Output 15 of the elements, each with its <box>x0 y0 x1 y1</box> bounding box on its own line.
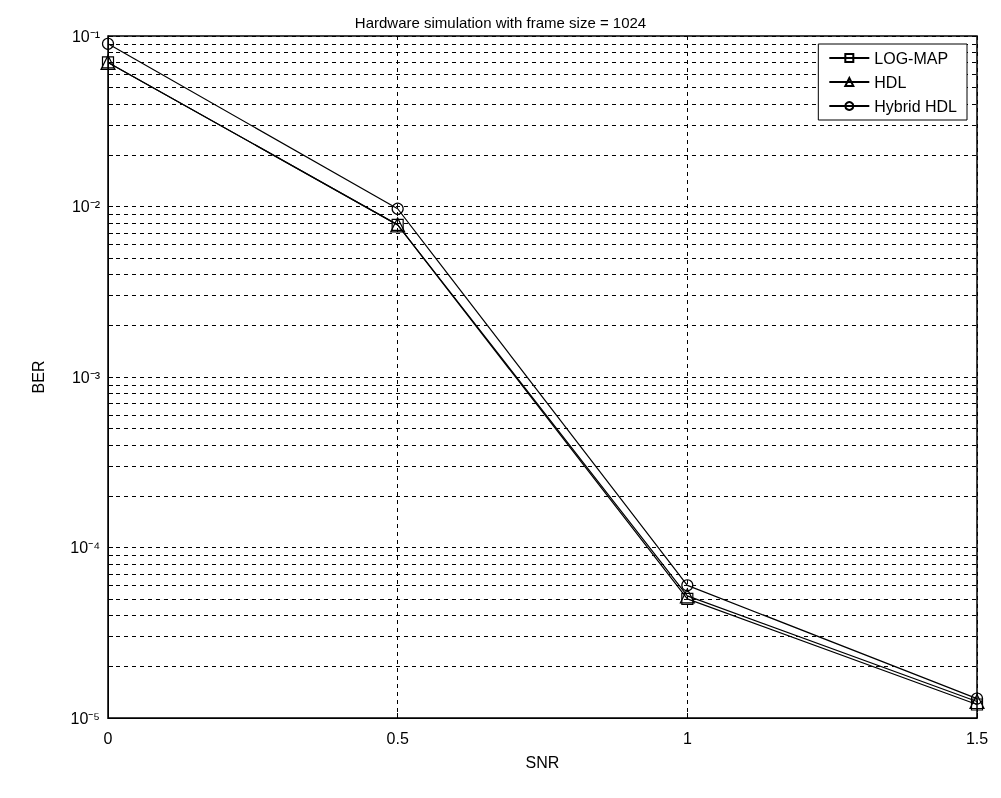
x-tick-label: 0.5 <box>386 729 409 747</box>
y-tick-label: 10⁻² <box>71 198 101 215</box>
y-axis-title: BER <box>29 360 47 394</box>
chart-title: Hardware simulation with frame size = 1024 <box>354 14 647 31</box>
legend-label: Hybrid HDL <box>874 97 958 115</box>
x-tick-label: 0 <box>103 729 113 747</box>
x-tick-label: 1 <box>682 729 692 747</box>
x-axis-title: SNR <box>525 753 560 771</box>
y-tick-label: 10⁻⁵ <box>70 709 100 727</box>
y-tick-label: 10⁻¹ <box>71 27 100 45</box>
y-tick-label: 10⁻⁴ <box>70 539 101 556</box>
x-tick-label: 1.5 <box>965 729 989 747</box>
y-tick-label: 10⁻³ <box>71 368 101 386</box>
legend-label: LOG-MAP <box>874 49 949 67</box>
legend-label: HDL <box>874 73 907 91</box>
